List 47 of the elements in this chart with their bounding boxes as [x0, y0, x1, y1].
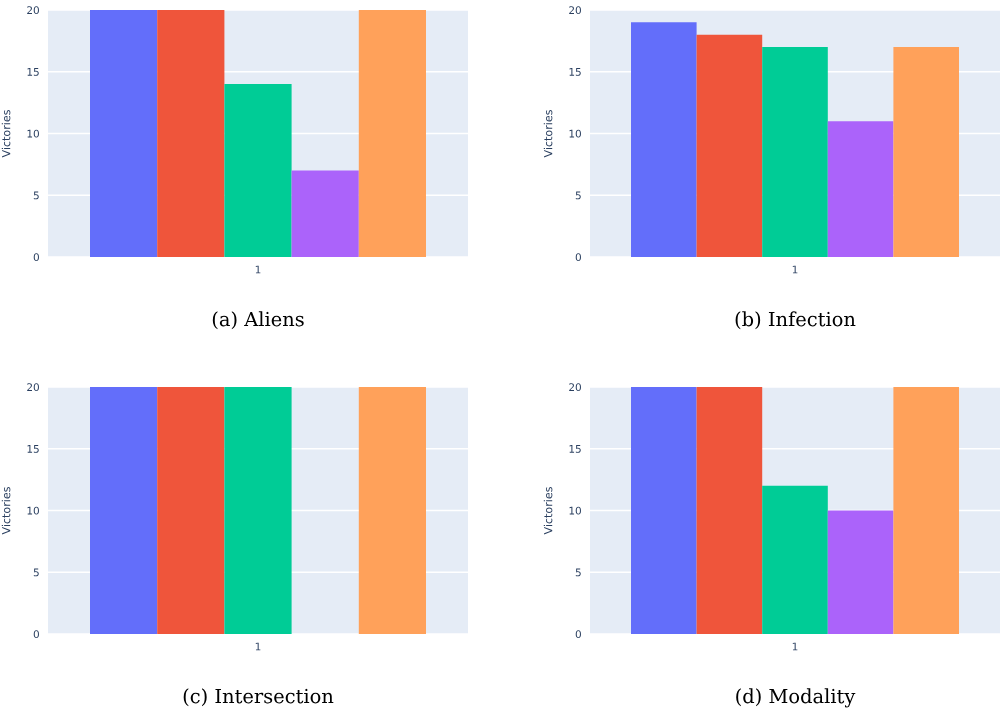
y-axis-title: Victories — [1, 487, 11, 535]
y-tick-label: 5 — [33, 191, 39, 200]
y-tick-label: 15 — [569, 445, 581, 453]
bar — [893, 387, 959, 634]
text: (c) Intersection — [183, 688, 334, 707]
y-tick-label: 20 — [569, 383, 581, 392]
y-tick-label: 10 — [27, 129, 39, 138]
text: (a) Aliens — [212, 311, 304, 330]
x-tick-label: 1 — [255, 642, 261, 651]
x-tick-label: 1 — [792, 265, 798, 274]
bar — [291, 170, 359, 257]
y-axis-title: Victories — [543, 487, 553, 535]
y-tick-label: 0 — [33, 630, 39, 639]
y-tick-label: 20 — [27, 383, 39, 392]
y-tick-label: 20 — [27, 6, 39, 15]
bar — [827, 510, 894, 634]
y-tick-label: 5 — [575, 191, 581, 200]
y-tick-label: 10 — [569, 506, 581, 515]
bar — [90, 10, 158, 257]
bar — [696, 34, 763, 257]
y-tick-label: 10 — [27, 506, 39, 515]
bar — [762, 485, 828, 634]
bar — [893, 47, 959, 257]
bar — [631, 22, 697, 257]
y-tick-label: 5 — [33, 568, 39, 577]
y-tick-label: 20 — [569, 6, 581, 15]
text: (b) Infection — [735, 311, 856, 330]
bar — [827, 121, 894, 257]
y-tick-label: 10 — [569, 129, 581, 138]
y-tick-label: 15 — [27, 68, 39, 76]
y-tick-label: 0 — [575, 253, 581, 262]
x-tick-label: 1 — [792, 642, 798, 651]
bar — [358, 10, 426, 257]
y-axis-title: Victories — [1, 110, 11, 158]
x-tick-label: 1 — [255, 265, 261, 274]
text: (d) Modality — [736, 688, 856, 708]
y-axis-title: Victories — [543, 110, 553, 158]
y-tick-label: 0 — [33, 253, 39, 262]
bar — [224, 84, 292, 257]
y-tick-label: 15 — [569, 68, 581, 76]
bar — [631, 387, 697, 634]
bar — [157, 10, 225, 257]
y-tick-label: 0 — [575, 630, 581, 639]
bar — [696, 387, 763, 634]
y-tick-label: 5 — [575, 568, 581, 577]
bar — [762, 47, 828, 257]
y-tick-label: 15 — [27, 445, 39, 453]
